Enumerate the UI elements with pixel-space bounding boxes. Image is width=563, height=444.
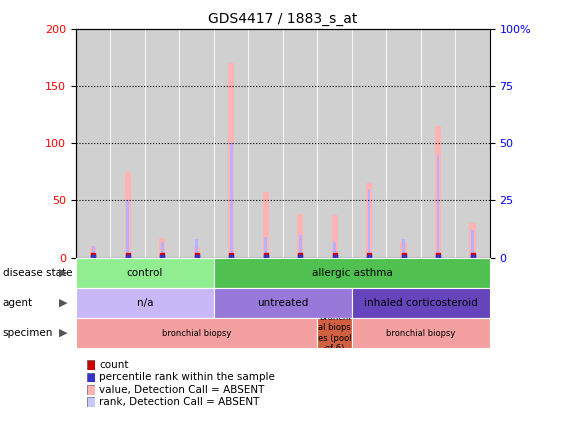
Bar <box>368 189 370 258</box>
Bar <box>214 29 248 258</box>
Bar <box>76 258 214 288</box>
Bar <box>437 155 440 258</box>
Bar <box>386 29 421 258</box>
Bar <box>471 230 474 258</box>
Text: ▶: ▶ <box>59 268 68 278</box>
Bar <box>90 246 96 258</box>
Bar <box>366 183 372 258</box>
Text: count: count <box>99 360 128 370</box>
Bar <box>352 288 490 318</box>
Bar <box>214 258 490 288</box>
Bar <box>76 288 214 318</box>
Text: rank, Detection Call = ABSENT: rank, Detection Call = ABSENT <box>99 397 260 407</box>
Bar <box>124 172 131 258</box>
Bar <box>352 318 490 348</box>
Bar <box>76 29 110 258</box>
Bar <box>145 29 180 258</box>
Bar <box>180 29 214 258</box>
Bar <box>333 242 336 258</box>
Bar <box>214 288 352 318</box>
Bar <box>110 29 145 258</box>
Bar <box>297 214 303 258</box>
Text: control: control <box>127 268 163 278</box>
Text: disease state: disease state <box>3 268 72 278</box>
Bar <box>76 318 318 348</box>
Bar <box>228 63 234 258</box>
Bar <box>248 29 283 258</box>
Bar <box>195 239 198 258</box>
Text: percentile rank within the sample: percentile rank within the sample <box>99 373 275 382</box>
Text: ▶: ▶ <box>59 328 68 338</box>
Bar <box>352 29 386 258</box>
Bar <box>92 246 95 258</box>
Bar <box>470 223 476 258</box>
Bar <box>318 318 352 348</box>
Bar <box>159 238 166 258</box>
Text: bronchial biopsy: bronchial biopsy <box>162 329 231 337</box>
Text: inhaled corticosteroid: inhaled corticosteroid <box>364 298 478 308</box>
Bar <box>262 192 269 258</box>
Bar <box>400 242 406 258</box>
Text: specimen: specimen <box>3 328 53 338</box>
Bar <box>194 247 200 258</box>
Bar <box>230 143 233 258</box>
Text: allergic asthma: allergic asthma <box>311 268 392 278</box>
Bar <box>126 200 129 258</box>
Bar <box>299 235 302 258</box>
Bar <box>435 126 441 258</box>
Text: ▶: ▶ <box>59 298 68 308</box>
Bar <box>264 237 267 258</box>
Bar <box>402 239 405 258</box>
Text: agent: agent <box>3 298 33 308</box>
Title: GDS4417 / 1883_s_at: GDS4417 / 1883_s_at <box>208 12 358 27</box>
Bar <box>318 29 352 258</box>
Text: bronchial biopsy: bronchial biopsy <box>386 329 455 337</box>
Bar <box>161 242 164 258</box>
Bar <box>283 29 318 258</box>
Text: n/a: n/a <box>137 298 153 308</box>
Bar <box>421 29 455 258</box>
Bar <box>455 29 490 258</box>
Text: bronchi
al biops
es (pool
of 6): bronchi al biops es (pool of 6) <box>318 313 351 353</box>
Text: untreated: untreated <box>257 298 309 308</box>
Bar <box>332 215 338 258</box>
Text: value, Detection Call = ABSENT: value, Detection Call = ABSENT <box>99 385 265 395</box>
